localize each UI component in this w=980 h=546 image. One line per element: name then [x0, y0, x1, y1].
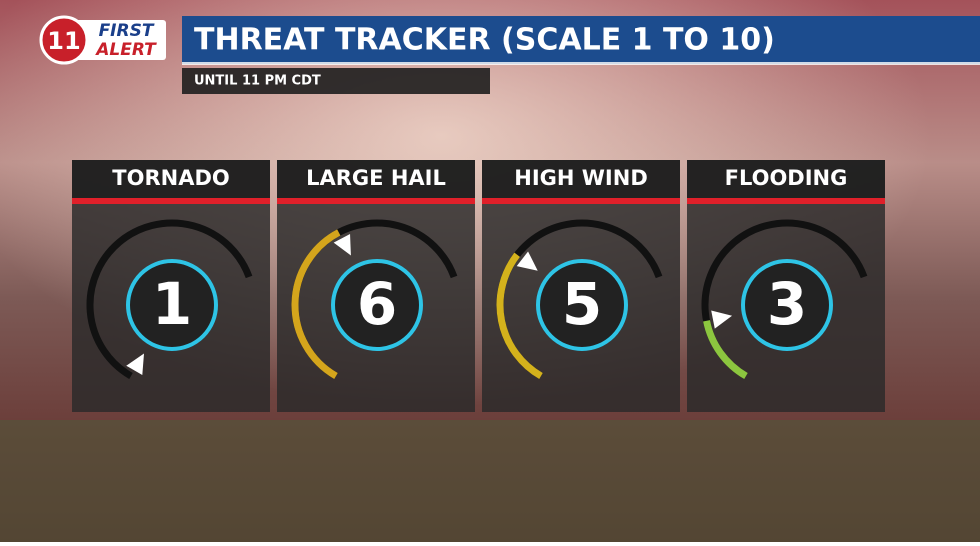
logo-circle	[39, 15, 89, 65]
logo-line1: FIRST	[99, 21, 155, 41]
value-circle	[331, 259, 423, 351]
panel-header	[277, 160, 475, 198]
subtitle-bar	[182, 68, 490, 94]
gauge-fill	[291, 229, 341, 380]
panels: TORNADO 1 LARGE HAIL 6 HIGH WIND 5 FLOODING 3	[72, 160, 885, 412]
logo-plate	[60, 20, 166, 60]
logo: 11 FIRST ALERT	[39, 15, 166, 65]
value-circle	[126, 259, 218, 351]
chart-title: THREAT TRACKER (SCALE 1 TO 10)	[194, 23, 775, 58]
panel-header	[482, 160, 680, 198]
panel-header-bar	[687, 198, 885, 204]
panel-header-bar	[72, 198, 270, 204]
category-label: HIGH WIND	[514, 166, 648, 190]
gauge-track	[86, 219, 253, 380]
logo-line2: ALERT	[94, 40, 157, 60]
gauge-fill	[703, 320, 748, 380]
panel-header	[72, 160, 270, 198]
gauge-pointer	[126, 353, 144, 375]
panel-header-bar	[482, 198, 680, 204]
category-label: TORNADO	[112, 166, 229, 190]
title-underline	[182, 62, 980, 65]
gauge-pointer	[333, 233, 351, 256]
gauge-pointer	[516, 251, 538, 271]
category-label: LARGE HAIL	[306, 166, 446, 190]
field	[0, 420, 980, 542]
panel-header	[687, 160, 885, 198]
gauge-pointer	[711, 310, 733, 329]
value-circle	[536, 259, 628, 351]
value-label: 6	[357, 270, 397, 338]
category-label: FLOODING	[725, 166, 848, 190]
logo-number: 11	[47, 27, 80, 55]
value-label: 1	[152, 270, 192, 338]
title-bar	[182, 16, 980, 64]
panel-header-bar	[277, 198, 475, 204]
chart-subtitle: UNTIL 11 PM CDT	[194, 74, 321, 89]
value-label: 3	[767, 270, 807, 338]
value-circle	[741, 259, 833, 351]
value-label: 5	[562, 270, 602, 338]
gauge-fill	[496, 252, 543, 380]
